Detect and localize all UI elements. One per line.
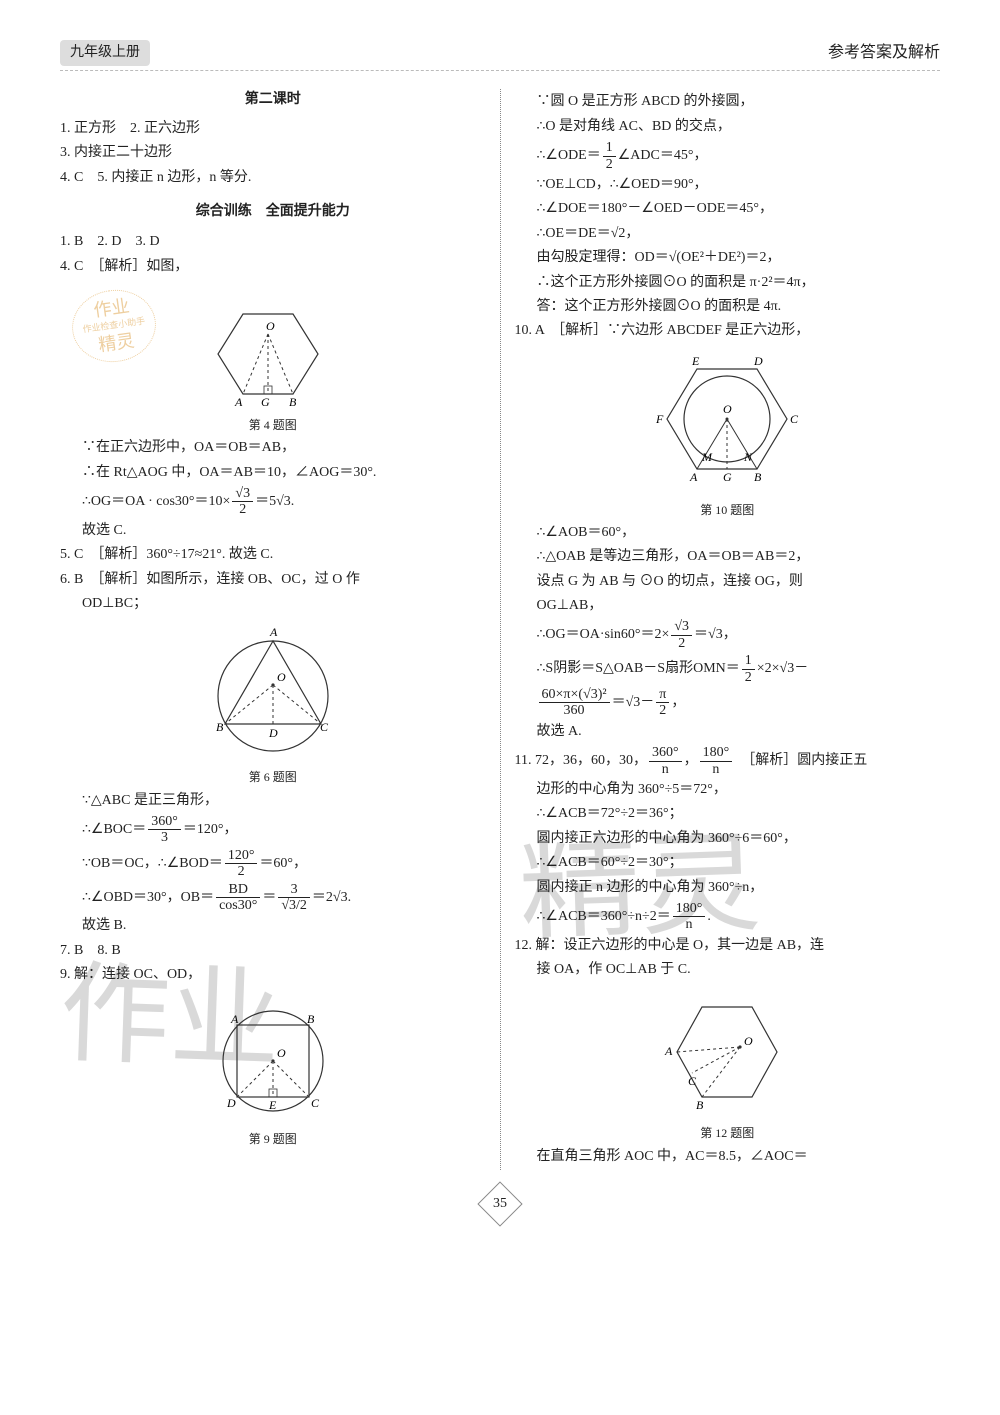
q10-l5: ∴OG＝OA·sin60°＝2×√32＝√3， bbox=[515, 619, 941, 651]
grade-tag: 九年级上册 bbox=[60, 40, 150, 66]
intro-line-2: 3. 内接正二十边形 bbox=[60, 142, 486, 164]
q12-head2: 接 OA，作 OC⊥AB 于 C. bbox=[515, 959, 941, 981]
q9c-l1: ∵圆 O 是正方形 ABCD 的外接圆， bbox=[515, 91, 941, 113]
q9c-l8: ∴这个正方形外接圆⊙O 的面积是 π·2²＝4π， bbox=[515, 272, 941, 294]
svg-text:A: A bbox=[689, 470, 698, 484]
svg-text:A: A bbox=[664, 1044, 673, 1058]
intro-line-1: 1. 正方形 2. 正六边形 bbox=[60, 118, 486, 140]
page-header: 九年级上册 参考答案及解析 bbox=[60, 40, 940, 71]
svg-text:B: B bbox=[216, 720, 224, 734]
right-column: ∵圆 O 是正方形 ABCD 的外接圆， ∴O 是对角线 AC、BD 的交点， … bbox=[501, 89, 941, 1170]
q6-head2: OD⊥BC； bbox=[60, 593, 486, 615]
q9-head: 9. 解：连接 OC、OD， bbox=[60, 964, 486, 986]
q10-head: 10. A ［解析］∵六边形 ABCDEF 是正六边形， bbox=[515, 320, 941, 342]
svg-text:N: N bbox=[743, 450, 753, 464]
figure-9-caption: 第 9 题图 bbox=[249, 1130, 297, 1149]
svg-text:A: A bbox=[234, 395, 243, 409]
subsection-title: 综合训练 全面提升能力 bbox=[60, 201, 486, 223]
q11-l5: 圆内接正 n 边形的中心角为 360°÷n， bbox=[515, 877, 941, 899]
q10-l3: 设点 G 为 AB 与 ⊙O 的切点，连接 OG，则 bbox=[515, 571, 941, 593]
q4-l1: ∵在正六边形中，OA＝OB＝AB， bbox=[60, 437, 486, 459]
figure-12: O A B C 第 12 题图 bbox=[515, 987, 941, 1143]
intro-line-3: 4. C 5. 内接正 n 边形，n 等分. bbox=[60, 167, 486, 189]
svg-text:A: A bbox=[230, 1012, 239, 1026]
q6-head: 6. B ［解析］如图所示，连接 OB、OC，过 O 作 bbox=[60, 569, 486, 591]
svg-text:C: C bbox=[688, 1074, 697, 1088]
q6-l2: ∴∠BOC＝360°3＝120°， bbox=[60, 814, 486, 846]
svg-text:F: F bbox=[655, 412, 664, 426]
q11-l6: ∴∠ACB＝360°÷n÷2＝180°n. bbox=[515, 901, 941, 933]
svg-text:D: D bbox=[226, 1096, 236, 1110]
q9c-l3: ∴∠ODE＝12∠ADC＝45°， bbox=[515, 140, 941, 172]
figure-4: O A G B 第 4 题图 bbox=[60, 284, 486, 435]
q6-l4: ∴∠OBD＝30°，OB＝BDcos30°＝3√3/2＝2√3. bbox=[60, 882, 486, 914]
q10-l4: OG⊥AB， bbox=[515, 595, 941, 617]
q12-l1: 在直角三角形 AOC 中，AC＝8.5，∠AOC＝ bbox=[515, 1146, 941, 1168]
q11-l1: 边形的中心角为 360°÷5＝72°， bbox=[515, 779, 941, 801]
svg-text:D: D bbox=[753, 354, 763, 368]
q4-head: 4. C ［解析］如图， bbox=[60, 256, 486, 278]
svg-text:O: O bbox=[277, 670, 286, 684]
q10-l8: 故选 A. bbox=[515, 721, 941, 743]
svg-text:E: E bbox=[691, 354, 700, 368]
q6-l5: 故选 B. bbox=[60, 915, 486, 937]
q12-head: 12. 解：设正六边形的中心是 O，其一边是 AB，连 bbox=[515, 935, 941, 957]
q10-l1: ∴∠AOB＝60°， bbox=[515, 522, 941, 544]
content-columns: 第二课时 1. 正方形 2. 正六边形 3. 内接正二十边形 4. C 5. 内… bbox=[60, 89, 940, 1170]
svg-text:O: O bbox=[277, 1046, 286, 1060]
q11-l3: 圆内接正六边形的中心角为 360°÷6＝60°， bbox=[515, 828, 941, 850]
q6-l3: ∵OB＝OC，∴∠BOD＝120°2＝60°， bbox=[60, 848, 486, 880]
q9c-l4: ∵OE⊥CD，∴∠OED＝90°， bbox=[515, 174, 941, 196]
svg-text:B: B bbox=[696, 1098, 704, 1112]
svg-text:O: O bbox=[266, 319, 275, 333]
svg-text:C: C bbox=[320, 720, 329, 734]
q11-head: 11. 72，36，60，30，360°n，180°n ［解析］圆内接正五 bbox=[515, 745, 941, 777]
q1-3: 1. B 2. D 3. D bbox=[60, 231, 486, 253]
page-number: 35 bbox=[60, 1188, 940, 1220]
svg-text:B: B bbox=[307, 1012, 315, 1026]
figure-12-caption: 第 12 题图 bbox=[700, 1124, 754, 1143]
figure-10-caption: 第 10 题图 bbox=[700, 501, 754, 520]
q7-8: 7. B 8. B bbox=[60, 940, 486, 962]
q10-l7: 60×π×(√3)²360＝√3－π2， bbox=[515, 687, 941, 719]
q6-l1: ∵△ABC 是正三角形， bbox=[60, 790, 486, 812]
section-title: 第二课时 bbox=[60, 89, 486, 111]
q5: 5. C ［解析］360°÷17≈21°. 故选 C. bbox=[60, 544, 486, 566]
q9c-l7: 由勾股定理得：OD＝√(OE²＋DE²)＝2， bbox=[515, 247, 941, 269]
header-title: 参考答案及解析 bbox=[828, 40, 940, 66]
left-column: 第二课时 1. 正方形 2. 正六边形 3. 内接正二十边形 4. C 5. 内… bbox=[60, 89, 500, 1170]
svg-text:B: B bbox=[754, 470, 762, 484]
svg-text:G: G bbox=[261, 395, 270, 409]
q9c-l2: ∴O 是对角线 AC、BD 的交点， bbox=[515, 116, 941, 138]
q11-l4: ∴∠ACB＝60°÷2＝30°； bbox=[515, 852, 941, 874]
svg-text:C: C bbox=[311, 1096, 320, 1110]
q10-l2: ∴△OAB 是等边三角形，OA＝OB＝AB＝2， bbox=[515, 546, 941, 568]
figure-6-caption: 第 6 题图 bbox=[249, 768, 297, 787]
figure-6: A B C D O 第 6 题图 bbox=[60, 621, 486, 787]
svg-text:O: O bbox=[744, 1034, 753, 1048]
q9c-l9: 答：这个正方形外接圆⊙O 的面积是 4π. bbox=[515, 296, 941, 318]
svg-text:B: B bbox=[289, 395, 297, 409]
figure-9: A B C D E O 第 9 题图 bbox=[60, 993, 486, 1149]
q10-l6: ∴S阴影＝S△OAB－S扇形OMN＝12×2×√3－ bbox=[515, 653, 941, 685]
svg-text:A: A bbox=[269, 625, 278, 639]
q11-l2: ∴∠ACB＝72°÷2＝36°； bbox=[515, 803, 941, 825]
svg-text:G: G bbox=[723, 470, 732, 484]
q4-l4: 故选 C. bbox=[60, 520, 486, 542]
svg-text:D: D bbox=[268, 726, 278, 740]
svg-text:M: M bbox=[701, 450, 713, 464]
figure-10: E D C B A F O M N G 第 10 题图 bbox=[515, 349, 941, 520]
q4-l3: ∴OG＝OA · cos30°＝10×√32＝5√3. bbox=[60, 486, 486, 518]
figure-4-caption: 第 4 题图 bbox=[249, 416, 297, 435]
svg-text:C: C bbox=[790, 412, 799, 426]
svg-text:O: O bbox=[723, 402, 732, 416]
svg-text:E: E bbox=[268, 1098, 277, 1112]
q9c-l6: ∴OE＝DE＝√2， bbox=[515, 223, 941, 245]
q4-l2: ∴在 Rt△AOG 中，OA＝AB＝10，∠AOG＝30°. bbox=[60, 462, 486, 484]
q9c-l5: ∴∠DOE＝180°－∠OED－ODE＝45°， bbox=[515, 198, 941, 220]
